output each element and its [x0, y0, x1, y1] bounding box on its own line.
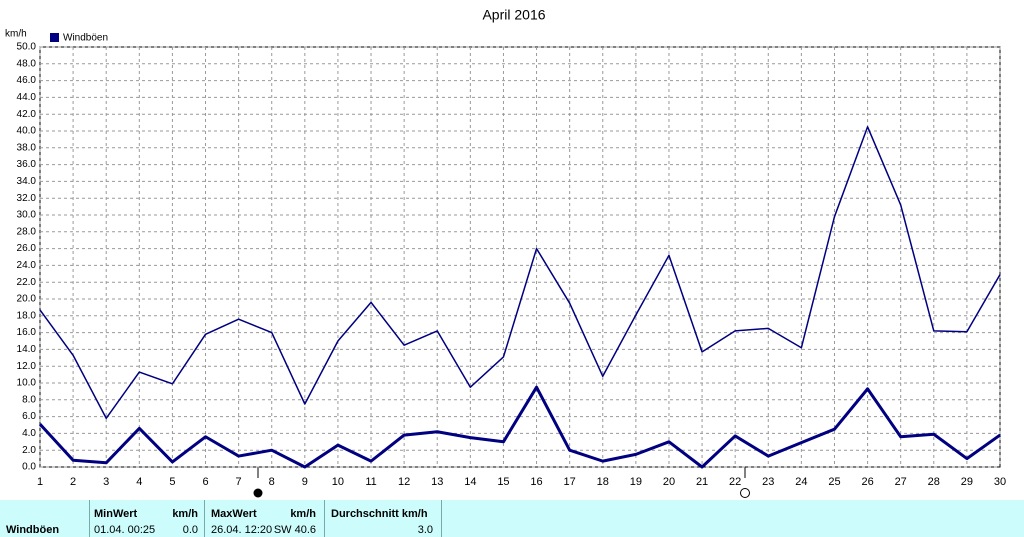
y-tick-label: 2.0 [22, 445, 36, 456]
y-tick-label: 46.0 [17, 75, 37, 86]
x-tick-label: 12 [398, 476, 410, 488]
x-tick-label: 7 [236, 476, 242, 488]
y-tick-label: 42.0 [17, 109, 37, 120]
y-tick-label: 0.0 [22, 462, 36, 473]
x-tick-label: 3 [103, 476, 109, 488]
legend-swatch [50, 33, 59, 42]
y-tick-label: 6.0 [22, 411, 36, 422]
y-tick-label: 28.0 [17, 226, 37, 237]
max-unit: km/h [290, 508, 316, 520]
x-tick-label: 8 [269, 476, 275, 488]
x-tick-label: 16 [530, 476, 542, 488]
y-tick-label: 22.0 [17, 277, 37, 288]
x-tick-label: 25 [828, 476, 840, 488]
chart-title: April 2016 [482, 7, 545, 23]
max-header: MaxWert [211, 508, 257, 520]
max-cell: MaxWert km/h 26.04. 12:20 SW 40.6 [205, 500, 325, 537]
y-tick-label: 50.0 [17, 42, 37, 53]
avg-cell: Durchschnitt km/h 3.0 [325, 500, 442, 537]
x-tick-label: 1 [37, 476, 43, 488]
y-tick-label: 48.0 [17, 58, 37, 69]
x-tick-label: 19 [630, 476, 642, 488]
y-tick-label: 12.0 [17, 361, 37, 372]
stats-label: Windböen [6, 524, 60, 536]
x-tick-label: 10 [332, 476, 344, 488]
y-tick-label: 40.0 [17, 126, 37, 137]
avg-value: 3.0 [417, 524, 433, 536]
full-moon-icon [740, 488, 750, 498]
x-tick-label: 9 [302, 476, 308, 488]
min-unit: km/h [172, 508, 198, 520]
x-tick-label: 22 [729, 476, 741, 488]
legend-label: Windböen [63, 33, 108, 44]
min-time: 01.04. 00:25 [94, 524, 156, 536]
y-tick-label: 20.0 [17, 294, 37, 305]
x-tick-label: 4 [136, 476, 142, 488]
x-tick-label: 28 [928, 476, 940, 488]
y-tick-label: 10.0 [17, 378, 37, 389]
x-tick-label: 2 [70, 476, 76, 488]
x-tick-label: 29 [961, 476, 973, 488]
x-tick-label: 27 [895, 476, 907, 488]
y-tick-label: 36.0 [17, 159, 37, 170]
x-tick-label: 13 [431, 476, 443, 488]
data-line [38, 385, 1001, 469]
stats-table: Windböen MinWert km/h 01.04. 00:25 0.0 M… [0, 500, 1024, 537]
max-value: SW 40.6 [273, 524, 316, 536]
y-tick-label: 4.0 [22, 428, 36, 439]
x-tick-label: 26 [861, 476, 873, 488]
y-tick-label: 32.0 [17, 193, 37, 204]
x-tick-label: 21 [696, 476, 708, 488]
min-value: 0.0 [182, 524, 198, 536]
x-tick-label: 17 [564, 476, 576, 488]
y-tick-label: 16.0 [17, 327, 37, 338]
chart: April 2016 km/h 0.0 2.0 4.0 6.0 8.0 10.0 12.0 1… [5, 7, 1006, 498]
y-tick-label: 34.0 [17, 176, 37, 187]
x-tick-label: 14 [464, 476, 476, 488]
stats-label-cell: Windböen [0, 500, 90, 537]
x-tick-label: 18 [597, 476, 609, 488]
x-tick-label: 15 [497, 476, 509, 488]
x-tick-label: 5 [169, 476, 175, 488]
x-tick-label: 6 [202, 476, 208, 488]
x-tick-label: 23 [762, 476, 774, 488]
plot-frame [39, 46, 1001, 468]
y-tick-label: 8.0 [22, 394, 36, 405]
x-tick-label: 11 [365, 476, 376, 488]
x-tick-label: 24 [795, 476, 807, 488]
y-tick-label: 18.0 [17, 310, 37, 321]
y-tick-label: 24.0 [17, 260, 37, 271]
y-tick-label: 30.0 [17, 210, 37, 221]
x-tick-label: 20 [663, 476, 675, 488]
max-time: 26.04. 12:20 [211, 524, 273, 536]
y-tick-label: 14.0 [17, 344, 37, 355]
y-tick-label: 44.0 [17, 92, 37, 103]
min-header: MinWert [94, 508, 138, 520]
x-tick-label: 30 [994, 476, 1006, 488]
y-axis-label: km/h [5, 29, 27, 40]
avg-header: Durchschnitt km/h [331, 508, 428, 520]
min-cell: MinWert km/h 01.04. 00:25 0.0 [90, 500, 205, 537]
y-tick-label: 38.0 [17, 142, 37, 153]
new-moon-icon [253, 488, 263, 498]
y-tick-label: 26.0 [17, 243, 37, 254]
data-line [39, 126, 1001, 420]
